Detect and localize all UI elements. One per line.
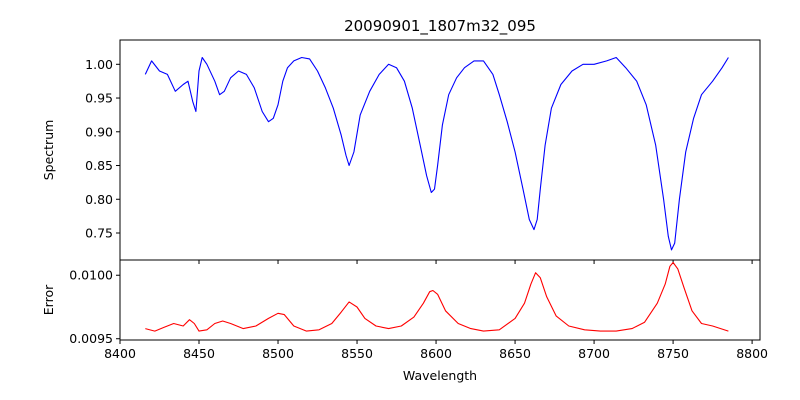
spectrum-y-axis-label: Spectrum xyxy=(41,120,56,181)
spectrum-y-tick-label: 0.95 xyxy=(85,91,113,106)
error-x-tick-label: 8400 xyxy=(104,346,136,361)
spectrum-line xyxy=(144,56,729,251)
spectrum-y-tick-label: 0.80 xyxy=(85,192,113,207)
spectrum-y-tick-label: 0.85 xyxy=(85,158,113,173)
spectrum-series xyxy=(144,56,729,251)
error-panel: 0.0095 0.0100 8400 8450 8500 8550 8600 8650 870… xyxy=(41,259,768,383)
error-y-axis-label: Error xyxy=(41,284,56,315)
error-x-tick-label: 8650 xyxy=(499,346,531,361)
spectrum-y-ticks: 0.75 0.80 0.85 0.90 0.95 1.00 xyxy=(85,57,120,241)
error-x-ticks: 8400 8450 8500 8550 8600 8650 8700 8750 8800 xyxy=(104,340,768,361)
spectrum-panel: 0.75 0.80 0.85 0.90 0.95 1.00 Spectrum xyxy=(41,39,761,264)
error-x-tick-label: 8700 xyxy=(578,346,610,361)
error-series xyxy=(145,261,729,332)
error-x-tick-label: 8500 xyxy=(262,346,294,361)
error-x-tick-label: 8550 xyxy=(341,346,373,361)
error-x-tick-label: 8750 xyxy=(657,346,689,361)
spectrum-y-tick-label: 1.00 xyxy=(85,57,113,72)
spectrum-y-tick-label: 0.75 xyxy=(85,226,113,241)
error-y-ticks: 0.0095 0.0100 xyxy=(69,268,120,346)
error-y-tick-label: 0.0095 xyxy=(69,331,113,346)
spectrum-y-tick-label: 0.90 xyxy=(85,124,113,139)
error-y-tick-label: 0.0100 xyxy=(69,268,113,283)
chart-title: 20090901_1807m32_095 xyxy=(344,17,536,36)
error-line xyxy=(145,261,729,332)
error-x-tick-label: 8600 xyxy=(420,346,452,361)
error-plot-frame xyxy=(119,259,761,341)
spectrum-x-ticks xyxy=(119,260,753,264)
error-x-tick-label: 8800 xyxy=(736,346,768,361)
x-axis-label: Wavelength xyxy=(403,368,477,383)
spectrum-plot-frame xyxy=(119,39,761,261)
error-x-tick-label: 8450 xyxy=(183,346,215,361)
